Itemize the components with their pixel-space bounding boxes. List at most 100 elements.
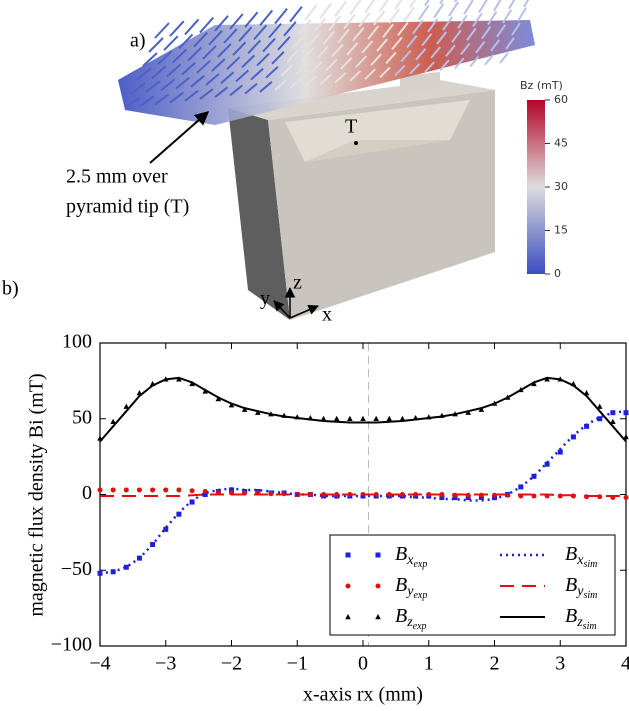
field-arrow (508, 0, 516, 10)
field-arrow (334, 0, 347, 17)
field-arrow (445, 44, 456, 57)
field-arrow (448, 1, 460, 17)
y-tick-label: 50 (72, 406, 92, 428)
field-arrow (409, 63, 421, 75)
marker (386, 415, 393, 421)
field-arrow (313, 17, 327, 33)
colorbar-title: Bz (mT) (520, 79, 563, 92)
marker (110, 418, 116, 424)
marker (189, 488, 195, 494)
field-arrow (184, 90, 199, 102)
field-arrow (205, 73, 220, 86)
field-arrow (244, 82, 258, 95)
marker (360, 415, 366, 421)
field-arrow (304, 4, 318, 21)
annotation: pyramid tip (T) (66, 196, 189, 218)
field-arrow (316, 45, 329, 60)
field-arrow (499, 52, 509, 64)
legend-label: Byexp (395, 574, 427, 602)
field-arrow (463, 0, 474, 15)
marker (597, 494, 603, 500)
field-arrow (400, 49, 412, 63)
field-arrow (304, 75, 317, 88)
marker (228, 402, 235, 408)
field-arrow (298, 19, 312, 35)
field-arrow (478, 0, 488, 13)
pyramid (305, 140, 450, 162)
field-arrow (397, 21, 409, 37)
field-arrow (442, 16, 454, 31)
field-arrow (187, 46, 202, 62)
field-arrow (208, 30, 223, 46)
field-arrow (331, 43, 344, 58)
field-arrow (370, 53, 382, 66)
x-tick-label: 1 (424, 653, 434, 675)
colorbar-tick-label: 0 (554, 267, 561, 280)
marker (465, 492, 471, 498)
field-arrow (376, 38, 388, 52)
colorbar-tick-label: 60 (554, 93, 568, 106)
marker (345, 552, 351, 558)
field-arrow (454, 0, 458, 3)
field-arrow (178, 33, 194, 50)
field-arrow (151, 65, 167, 79)
field-arrow (424, 61, 435, 73)
field-arrow (379, 0, 389, 12)
field-arrow (337, 28, 350, 44)
field-arrow (460, 42, 471, 56)
field-arrow (382, 23, 394, 38)
x-tick-label: 4 (621, 653, 629, 675)
marker (557, 449, 563, 455)
field-arrow (145, 80, 161, 93)
marker (241, 406, 248, 412)
field-arrow (349, 0, 362, 16)
x-tick-label: −3 (155, 653, 176, 675)
marker (123, 403, 130, 409)
field-arrow (199, 16, 215, 34)
legend-label: Bysim (565, 574, 597, 602)
legend-label: Bxsim (565, 543, 597, 571)
field-arrow (457, 14, 468, 29)
field-arrow (421, 33, 433, 47)
x-tick-label: −2 (221, 653, 242, 675)
marker (215, 396, 222, 402)
field-arrow (259, 9, 274, 27)
marker (610, 418, 616, 424)
field-arrow (388, 8, 400, 24)
field-arrow (340, 57, 353, 70)
field-arrow (211, 58, 226, 72)
field-arrow (244, 11, 259, 28)
field-arrow (139, 95, 155, 108)
field-arrow (184, 18, 200, 36)
cavity (285, 100, 470, 162)
marker (544, 376, 550, 382)
marker (360, 492, 366, 497)
marker (610, 410, 616, 416)
field-arrow (355, 55, 368, 68)
panel-label: b) (2, 278, 19, 300)
field-arrow (484, 54, 495, 66)
x-tick-label: −1 (287, 653, 308, 675)
field-arrow (280, 64, 294, 77)
field-arrow (322, 30, 335, 46)
field-arrow (166, 63, 182, 78)
field-arrow (238, 26, 253, 42)
x-tick-label: −4 (89, 653, 110, 675)
field-arrow (319, 2, 333, 19)
field-arrow (394, 0, 403, 10)
marker (492, 492, 497, 498)
annotation: 2.5 mm over (66, 166, 168, 188)
field-arrow (277, 36, 291, 51)
field-arrow (433, 3, 445, 19)
pillar (400, 72, 440, 96)
field-arrow (169, 20, 185, 37)
field-arrow (490, 39, 501, 52)
y-tick-label: 100 (62, 331, 92, 353)
field-arrow (283, 21, 297, 37)
marker (465, 409, 471, 415)
field-arrow (274, 7, 288, 25)
x-tick-label: 2 (490, 653, 500, 675)
field-arrow (157, 50, 173, 65)
field-arrow (523, 0, 530, 8)
